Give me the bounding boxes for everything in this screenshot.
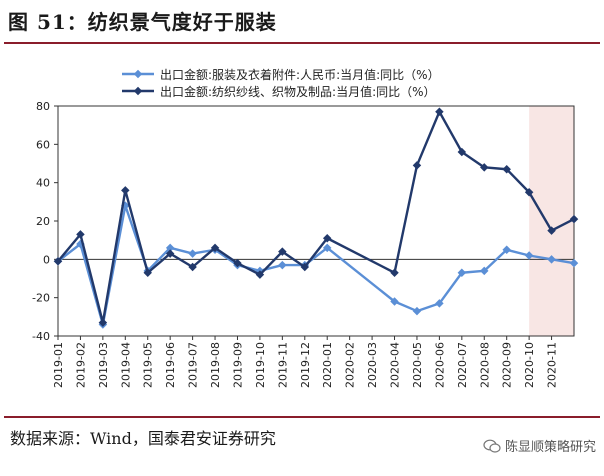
x-tick-label: 2020-09: [501, 342, 514, 388]
data-point: [255, 270, 265, 279]
data-point: [569, 258, 579, 268]
data-point: [121, 186, 130, 195]
x-tick-label: 2019-05: [142, 342, 155, 388]
source-divider: [4, 416, 600, 418]
x-tick-label: 2019-12: [299, 342, 312, 388]
series-line-2: [57, 110, 575, 324]
data-point: [188, 262, 197, 272]
x-tick-label: 2020-07: [456, 342, 469, 388]
title-divider: [4, 42, 600, 44]
data-point: [143, 268, 152, 277]
x-tick-label: 2019-09: [231, 342, 244, 388]
data-point: [412, 161, 422, 170]
data-point: [300, 262, 310, 272]
x-tick-label: 2020-01: [321, 342, 334, 388]
source-note: 数据来源：Wind，国泰君安证券研究: [10, 429, 276, 448]
y-tick-label: 80: [36, 100, 50, 113]
y-tick-label: 0: [43, 253, 50, 266]
data-point: [390, 268, 399, 277]
y-tick-label: 60: [36, 138, 50, 151]
data-point: [480, 266, 489, 276]
data-point: [278, 260, 287, 270]
x-tick-label: 2019-10: [254, 342, 267, 388]
shaded-region: [529, 106, 574, 336]
data-point: [457, 147, 467, 157]
data-point: [53, 257, 63, 266]
data-point: [435, 107, 444, 116]
data-point: [390, 297, 399, 306]
x-tick-label: 2020-04: [389, 342, 402, 388]
data-point: [76, 230, 85, 239]
plot-frame: [57, 105, 575, 337]
data-point: [188, 249, 197, 258]
data-point: [502, 165, 511, 174]
x-tick-label: 2020-06: [433, 342, 446, 388]
x-tick-label: 2019-02: [74, 342, 87, 388]
data-point: [457, 268, 467, 277]
data-point: [98, 318, 108, 327]
data-point: [480, 163, 489, 172]
x-tick-label: 2019-03: [97, 342, 110, 388]
x-tick-label: 2020-08: [478, 342, 491, 388]
watermark-text: 陈显顺策略研究: [504, 440, 596, 455]
y-tick-label: -40: [32, 330, 50, 343]
data-point: [502, 245, 511, 254]
data-point: [278, 247, 287, 256]
data-point: [322, 234, 332, 243]
data-point: [165, 243, 175, 253]
x-tick-label: 2020-03: [366, 342, 379, 388]
wechat-icon: [483, 439, 501, 453]
x-tick-label: 2019-07: [187, 342, 200, 388]
x-tick-label: 2020-10: [523, 342, 536, 388]
legend-label: 出口金额:服装及衣着附件:人民币:当月值:同比（%）: [160, 67, 440, 82]
x-tick-label: 2020-02: [344, 342, 357, 388]
x-tick-label: 2019-11: [276, 342, 289, 388]
y-tick-label: 40: [36, 177, 50, 190]
data-point: [233, 258, 242, 268]
watermark: 陈显顺策略研究: [483, 436, 596, 455]
data-point: [435, 299, 444, 308]
x-tick-label: 2020-05: [411, 342, 424, 388]
legend-marker: [133, 86, 143, 96]
data-point: [547, 255, 556, 264]
data-point: [210, 243, 220, 253]
legend-marker: [133, 69, 143, 79]
x-tick-label: 2019-06: [164, 342, 177, 388]
line-chart: -40 -20 0 20 40 60 80 2019-01 2019-02 2019-03 2019…: [32, 67, 579, 388]
x-tick-label: 2019-04: [119, 342, 132, 388]
legend-label: 出口金额:纺织纱线、织物及制品:当月值:同比（%）: [160, 84, 436, 99]
data-point: [412, 306, 422, 316]
y-tick-label: -20: [32, 292, 50, 305]
y-tick-label: 20: [36, 215, 50, 228]
x-tick-label: 2020-11: [546, 342, 559, 388]
x-tick-label: 2019-08: [209, 342, 222, 388]
series-line-1: [57, 204, 575, 326]
figure-title: 图 51：纺织景气度好于服装: [8, 10, 277, 34]
x-tick-label: 2019-01: [52, 342, 65, 388]
data-point: [322, 243, 332, 253]
